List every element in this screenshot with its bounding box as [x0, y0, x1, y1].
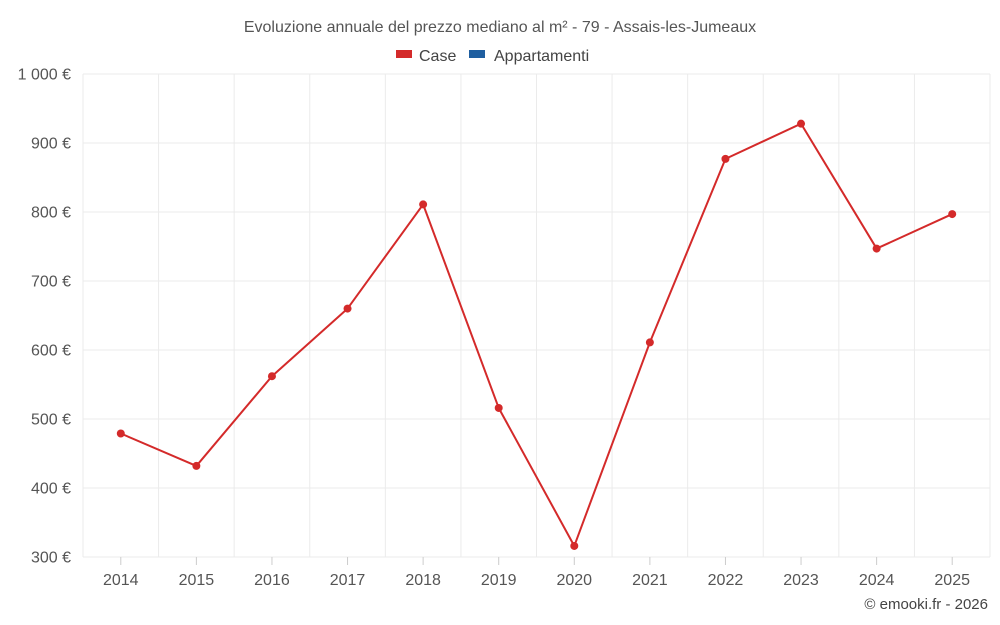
legend-item-case[interactable]: Case [396, 48, 456, 65]
x-tick-label: 2020 [556, 572, 592, 589]
series-line [120, 122, 953, 547]
y-tick-label: 600 € [31, 343, 71, 360]
data-point[interactable] [192, 461, 201, 470]
legend-swatch-appartamenti [469, 50, 485, 58]
x-tick-label: 2023 [783, 572, 819, 589]
legend-item-appartamenti[interactable]: Appartamenti [469, 48, 589, 65]
x-tick-label: 2017 [330, 572, 366, 589]
x-tick-label: 2016 [254, 572, 290, 589]
credit-text: © emooki.fr - 2026 [864, 596, 988, 613]
y-tick-label: 300 € [31, 550, 71, 567]
data-point[interactable] [645, 338, 654, 347]
x-tick-label: 2014 [103, 572, 139, 589]
x-tick-label: 2019 [481, 572, 517, 589]
x-axis-ticks: 2014 2015 2016 2017 2018 2019 2020 2021 2022 2023… [103, 557, 970, 589]
legend-label-case: Case [419, 48, 456, 65]
x-tick-label: 2024 [859, 572, 895, 589]
series-case [116, 119, 957, 550]
data-point[interactable] [116, 429, 125, 438]
data-point[interactable] [494, 403, 503, 412]
y-tick-label: 700 € [31, 274, 71, 291]
x-tick-label: 2021 [632, 572, 668, 589]
legend: Case Appartamenti [396, 48, 589, 65]
legend-label-appartamenti: Appartamenti [494, 48, 589, 65]
data-point[interactable] [797, 119, 806, 128]
y-axis-ticks: 300 € 400 € 500 € 600 € 700 € 800 € 900 € 1 000… [18, 67, 71, 567]
x-tick-label: 2015 [179, 572, 215, 589]
x-tick-label: 2022 [708, 572, 744, 589]
data-point[interactable] [872, 244, 881, 253]
x-tick-label: 2025 [934, 572, 970, 589]
data-point[interactable] [419, 200, 428, 209]
legend-swatch-case [396, 50, 412, 58]
data-point[interactable] [948, 210, 957, 219]
data-point[interactable] [343, 304, 352, 313]
x-tick-label: 2018 [405, 572, 441, 589]
y-tick-label: 500 € [31, 412, 71, 429]
data-point[interactable] [721, 154, 730, 163]
y-tick-label: 900 € [31, 136, 71, 153]
data-point[interactable] [570, 541, 579, 550]
grid [82, 73, 991, 558]
chart-title: Evoluzione annuale del prezzo mediano al… [244, 19, 756, 36]
y-tick-label: 1 000 € [18, 67, 71, 84]
y-tick-label: 400 € [31, 481, 71, 498]
data-point[interactable] [267, 372, 276, 381]
y-tick-label: 800 € [31, 205, 71, 222]
